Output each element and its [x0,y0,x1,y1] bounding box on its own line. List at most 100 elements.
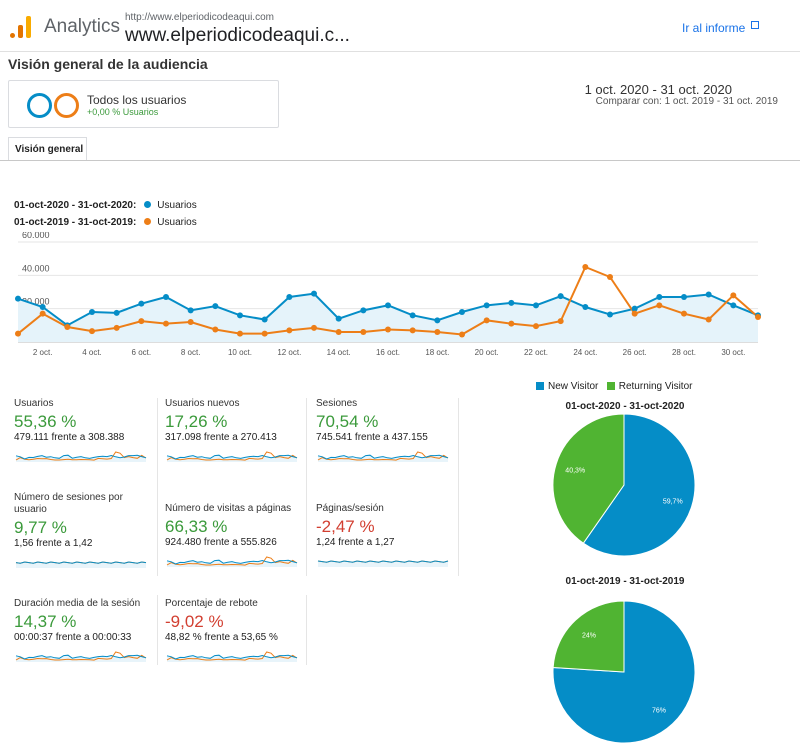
metric-sparkline [166,556,298,567]
metric-tile[interactable]: Número de sesiones por usuario 9,77 % 1,56… [14,492,154,569]
point-previous [89,328,95,335]
page-title: Visión general de la audiencia [8,56,208,72]
metric-label: Duración media de la sesión [14,598,141,609]
point-current [187,307,194,314]
point-previous [360,329,367,335]
spark-line-previous [15,451,147,461]
metric-compare: 48,82 % frente a 53,65 % [165,632,278,643]
point-current [631,305,638,312]
point-previous [409,327,416,334]
spark-line-previous [317,451,449,461]
pie-slice-new-visitor [582,413,696,557]
x-tick-label: 2 oct. [33,348,53,357]
area-current [18,293,758,342]
metric-sparkline [166,451,298,462]
tab-overview[interactable]: Visión general [8,137,87,161]
spark-area [16,455,146,462]
legend-current: 01-oct-2020 - 31-oct-2020: Usuarios [14,200,197,211]
spark-area [318,561,448,567]
metric-tile[interactable]: Páginas/sesión -2,47 % 1,24 frente a 1,27 [316,503,456,568]
pie-slice-label: 40,3% [565,468,585,475]
point-current [385,302,391,309]
point-current [730,302,737,309]
metric-sparkline [317,451,449,462]
point-previous [113,324,120,331]
point-previous [434,329,441,335]
point-current [459,309,465,315]
metric-tile[interactable]: Usuarios nuevos 17,26 % 317.098 frente a 2… [165,398,305,463]
point-current [582,304,589,310]
y-tick-label: 60.000 [22,232,50,240]
spark-area [167,455,297,462]
metric-compare: 1,56 frente a 1,42 [14,538,93,549]
metric-sparkline [166,651,298,662]
x-tick-label: 16 oct. [376,348,400,357]
metric-tile[interactable]: Porcentaje de rebote -9,02 % 48,82 % frent… [165,598,305,663]
spark-line-current [166,654,298,660]
point-current [533,302,539,309]
metric-label: Sesiones [316,398,358,409]
date-range-picker[interactable]: 1 oct. 2020 - 31 oct. 2020 [584,82,732,97]
metric-label: Número de sesiones por usuario [14,492,123,515]
users-line-chart-svg[interactable]: 60.000 40.000 20.000 2 oct. 4 oct. 6 oct. 8 oc… [0,232,780,362]
y-tick-label: 20.000 [22,297,50,307]
spark-line-current [317,560,449,563]
legend-dot-icon [144,201,152,208]
metric-label: Páginas/sesión [316,503,384,514]
x-tick-label: 26 oct. [623,348,647,357]
analytics-logo-icon[interactable] [10,14,32,38]
x-tick-label: 30 oct. [721,348,745,357]
report-link-label: Ir al informe [682,21,746,35]
point-previous [261,330,268,337]
app-header: Analytics http://www.elperiodicodeaqui.c… [0,0,800,52]
pie-slice-returning-visitor [552,413,625,544]
point-previous [483,317,490,324]
metric-value: 70,54 % [316,412,379,431]
metric-tile[interactable]: Sesiones 70,54 % 745.541 frente a 437.155 [316,398,456,463]
segment-title: Todos los usuarios [87,93,187,107]
spark-line-previous [15,651,147,661]
metric-tile[interactable]: Duración media de la sesión 14,37 % 00:00:… [14,598,154,663]
point-previous [459,331,465,338]
pie-legend: New Visitor Returning Visitor [536,381,692,392]
point-previous [755,314,761,320]
point-previous [681,310,687,317]
metric-tile[interactable]: Número de visitas a páginas 66,33 % 924.48… [165,503,305,568]
point-current [212,303,219,310]
metric-sparkline [15,451,147,462]
pie-chart-current[interactable]: 59,7% 40,3% [551,412,697,558]
point-current [705,291,712,298]
legend-square-icon [536,382,544,390]
point-previous [286,327,293,334]
segment-circle-icon [54,93,79,118]
metric-value: 9,77 % [14,518,67,537]
point-previous [557,318,564,325]
x-tick-label: 28 oct. [672,348,696,357]
users-line-chart[interactable]: 60.000 40.000 20.000 2 oct. 4 oct. 6 oct. 8 oc… [0,232,780,362]
app-name[interactable]: Analytics [44,16,121,37]
point-previous [631,310,638,317]
x-tick-label: 18 oct. [425,348,449,357]
spark-line-current [15,561,147,564]
point-previous [582,264,589,270]
segment-selector[interactable]: Todos los usuarios +0,00 % Usuarios [8,80,279,128]
pie-legend-returning: Returning Visitor [618,381,693,392]
point-current [557,293,564,300]
pie-title-current: 01-oct-2020 - 31-oct-2020 [565,401,685,412]
metric-tile[interactable]: Usuarios 55,36 % 479.111 frente a 308.388 [14,398,154,463]
property-selector[interactable]: www.elperiodicodeaqui.c... [125,25,350,46]
pie-chart-previous[interactable]: 76% 24% [551,599,697,745]
tile-separator [157,398,158,576]
point-current [237,312,243,319]
legend-previous: 01-oct-2019 - 31-oct-2019: Usuarios [14,217,197,228]
point-current [311,290,317,297]
x-tick-label: 8 oct. [181,348,201,357]
spark-line-current [166,454,298,460]
pie-slice-label: 24% [582,633,596,640]
x-tick-label: 22 oct. [524,348,548,357]
point-current [409,312,416,319]
date-compare: Comparar con: 1 oct. 2019 - 31 oct. 2019 [595,96,778,107]
go-to-report-link[interactable]: Ir al informe [682,21,760,35]
legend-square-icon [606,382,615,390]
external-link-icon [751,21,760,29]
